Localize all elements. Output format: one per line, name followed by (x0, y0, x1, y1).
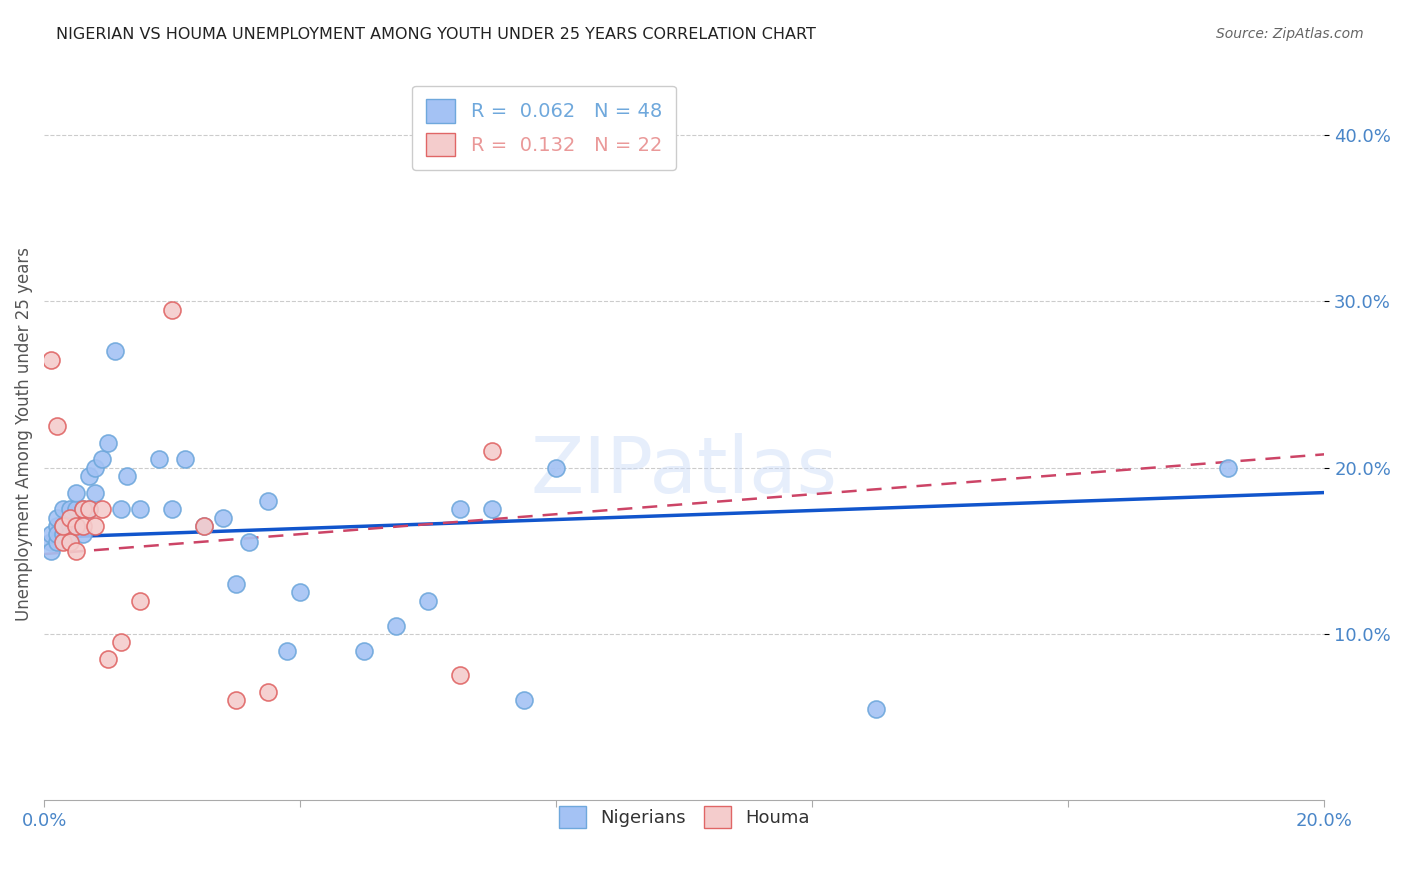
Point (45, 510, 67, 524)
Point (174, 452, 197, 467)
Point (160, 502, 183, 516)
Point (418, 593, 440, 607)
Text: NIGERIAN VS HOUMA UNEMPLOYMENT AMONG YOUTH UNDER 25 YEARS CORRELATION CHART: NIGERIAN VS HOUMA UNEMPLOYMENT AMONG YOU… (56, 27, 815, 42)
Point (481, 502, 503, 516)
Point (865, 702, 887, 716)
Point (52, 535, 75, 549)
Point (77, 502, 100, 516)
Legend: Nigerians, Houma: Nigerians, Houma (551, 798, 817, 835)
Point (225, 577, 247, 591)
Point (84, 460, 107, 475)
Point (129, 502, 152, 516)
Point (84, 518, 107, 533)
Point (225, 693, 247, 707)
Point (238, 535, 260, 549)
Point (65, 502, 87, 516)
Point (546, 460, 568, 475)
Point (52, 518, 75, 533)
Point (77, 469, 100, 483)
Point (72, 502, 94, 516)
Point (59, 518, 82, 533)
Point (65, 518, 87, 533)
Point (385, 618, 408, 632)
Point (39, 527, 62, 541)
Point (110, 635, 132, 649)
Point (288, 585, 311, 599)
Point (52, 527, 75, 541)
Point (193, 518, 215, 533)
Point (276, 643, 298, 657)
Point (148, 452, 170, 467)
Point (110, 502, 132, 516)
Point (353, 643, 375, 657)
Point (52, 502, 75, 516)
Point (449, 502, 471, 516)
Point (117, 469, 139, 483)
Point (59, 535, 82, 549)
Point (52, 518, 75, 533)
Point (39, 352, 62, 367)
Point (90, 502, 112, 516)
Point (72, 502, 94, 516)
Text: Source: ZipAtlas.com: Source: ZipAtlas.com (1216, 27, 1364, 41)
Point (103, 344, 125, 359)
Point (129, 593, 152, 607)
Point (65, 485, 87, 500)
Point (65, 543, 87, 558)
Point (72, 527, 94, 541)
Point (39, 535, 62, 549)
Point (257, 494, 280, 508)
Point (72, 518, 94, 533)
Point (160, 302, 183, 317)
Point (45, 518, 67, 533)
Point (39, 543, 62, 558)
Point (449, 668, 471, 682)
Point (97, 652, 120, 666)
Point (59, 527, 82, 541)
Point (84, 485, 107, 500)
Point (481, 444, 503, 458)
Point (1218, 460, 1240, 475)
Point (257, 685, 280, 699)
Point (59, 502, 82, 516)
Text: ZIPatlas: ZIPatlas (530, 433, 838, 509)
Y-axis label: Unemployment Among Youth under 25 years: Unemployment Among Youth under 25 years (15, 247, 32, 622)
Point (90, 452, 112, 467)
Point (513, 693, 536, 707)
Point (97, 435, 120, 450)
Point (193, 518, 215, 533)
Point (45, 535, 67, 549)
Point (65, 518, 87, 533)
Point (45, 527, 67, 541)
Point (52, 518, 75, 533)
Point (59, 510, 82, 524)
Point (77, 502, 100, 516)
Point (45, 419, 67, 434)
Point (212, 510, 235, 524)
